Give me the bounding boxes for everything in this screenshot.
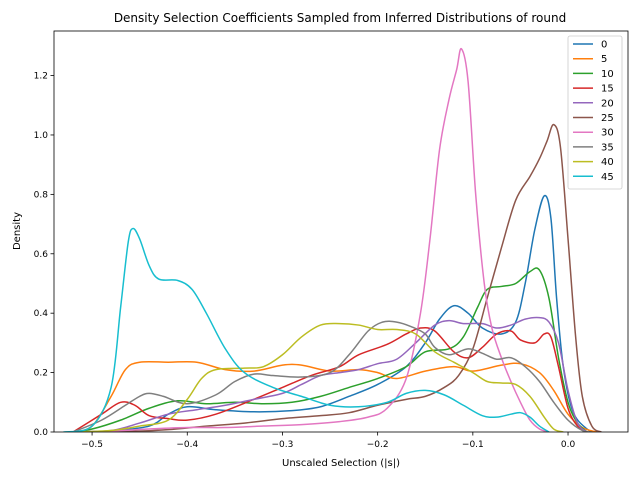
chart-title: Density Selection Coefficients Sampled f… [114,11,566,25]
series-lines [63,48,602,432]
series-line-15 [72,326,588,432]
y-axis-label: Density [12,212,23,250]
legend-label-40: 40 [601,157,614,168]
legend-label-20: 20 [601,98,614,109]
series-line-40 [73,322,564,432]
y-tick-label: 0.8 [34,190,49,200]
legend-label-5: 5 [601,54,607,65]
x-tick-label: −0.1 [462,440,484,450]
y-tick-label: 0.6 [34,250,49,260]
y-tick-label: 0.4 [34,309,49,319]
series-line-35 [72,320,592,432]
x-tick-label: 0.0 [561,440,576,450]
x-tick-label: −0.3 [272,440,294,450]
y-tick-label: 1.2 [34,72,48,82]
series-line-0 [73,194,597,432]
x-axis-ticks: −0.5 −0.4 −0.3 −0.2 −0.1 0.0 [81,432,575,450]
x-tick-label: −0.4 [176,440,198,450]
legend-label-15: 15 [601,84,614,95]
plot-frame [53,30,629,433]
x-axis-label: Unscaled Selection (|s|) [282,458,400,469]
series-line-20 [73,316,588,432]
legend-label-10: 10 [601,69,614,80]
x-tick-label: −0.2 [367,440,389,450]
y-tick-label: 0.0 [34,428,49,438]
series-line-45 [63,227,550,432]
x-tick-label: −0.5 [81,440,103,450]
legend: 0 5 10 15 20 25 30 35 40 45 [567,35,623,190]
plot-area: −0.5 −0.4 −0.3 −0.2 −0.1 0.0 0.0 0.2 0.4 0.6 0.8 1… [34,30,629,450]
series-line-30 [73,48,550,432]
legend-label-30: 30 [601,128,614,139]
y-tick-label: 0.2 [34,369,48,379]
legend-label-25: 25 [601,113,614,124]
legend-label-35: 35 [601,142,614,153]
legend-label-45: 45 [601,172,614,183]
series-line-25 [73,123,602,432]
y-tick-label: 1.0 [34,131,49,141]
y-axis-ticks: 0.0 0.2 0.4 0.6 0.8 1.0 1.2 [34,72,54,438]
legend-label-0: 0 [601,40,607,51]
legend-box [567,35,623,190]
